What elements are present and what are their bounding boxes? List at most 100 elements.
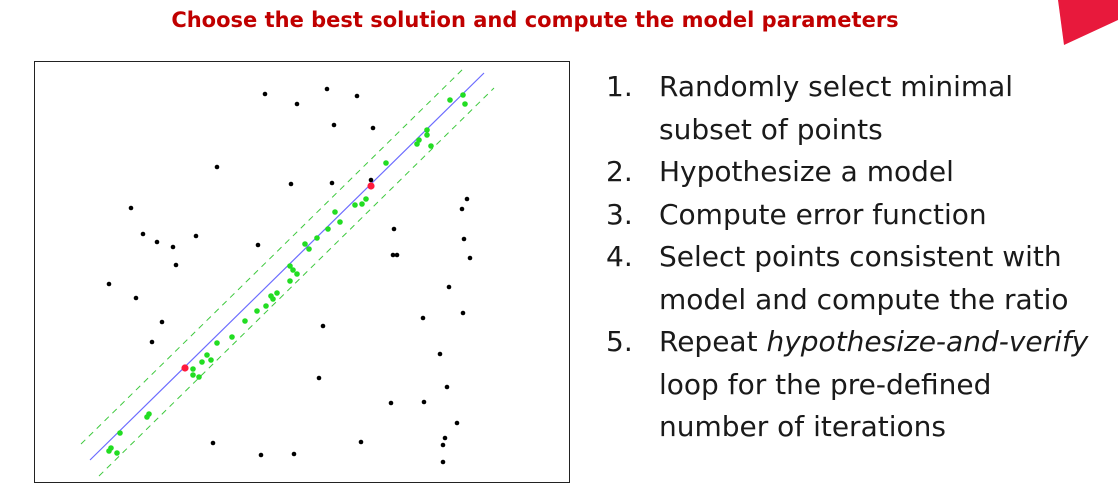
outlier-point: [420, 315, 426, 321]
inlier-point: [352, 202, 358, 208]
step-text: loop for the pre-defined: [659, 367, 992, 401]
step-text: Randomly select minimal: [659, 70, 1014, 103]
outlier-point: [128, 205, 134, 211]
outlier-point: [140, 231, 146, 237]
outlier-point: [154, 239, 160, 245]
step-4: 4. Select points consistent with model a…: [606, 236, 1111, 321]
outlier-point: [329, 180, 335, 186]
inlier-point: [214, 340, 220, 346]
outlier-point: [170, 244, 176, 250]
step-text-emphasis: hypothesize-and-verify: [766, 325, 1089, 358]
outlier-point: [159, 319, 165, 325]
outlier-point: [390, 252, 396, 258]
inlier-point: [302, 241, 308, 247]
step-number: 2.: [606, 155, 633, 188]
outlier-point: [258, 452, 264, 458]
inlier-point: [287, 278, 293, 284]
inlier-point: [314, 235, 320, 241]
step-number: 5.: [606, 325, 633, 358]
inlier-point: [144, 414, 150, 420]
step-text: Hypothesize a model: [659, 155, 954, 188]
step-text: Compute error function: [659, 197, 987, 231]
outlier-point: [464, 196, 470, 202]
outlier-point: [459, 206, 465, 212]
inlier-point: [263, 303, 269, 309]
inlier-point: [274, 290, 280, 296]
step-text: number of iterations: [659, 410, 946, 443]
step-number: 4.: [606, 240, 633, 273]
outlier-point: [288, 181, 294, 187]
outlier-point: [442, 435, 448, 441]
inlier-point: [462, 101, 468, 107]
outlier-point: [316, 375, 322, 381]
outlier-point: [370, 125, 376, 131]
inlier-point: [414, 141, 420, 147]
outlier-point: [444, 384, 450, 390]
step-text: Repeat hypothesize-and-verify: [659, 321, 1111, 364]
inlier-point: [337, 219, 343, 225]
inlier-point: [290, 267, 296, 273]
inlier-point: [190, 372, 196, 378]
inlier-point: [447, 97, 453, 103]
step-5: 5. Repeat hypothesize-and-verify loop fo…: [606, 321, 1111, 449]
step-text: model and compute the ratio: [659, 282, 1069, 316]
outlier-point: [173, 262, 179, 268]
outlier-point: [437, 351, 443, 357]
outlier-point: [358, 439, 364, 445]
outlier-point: [461, 236, 467, 242]
outlier-point: [320, 323, 326, 329]
inlier-point: [106, 448, 112, 454]
inlier-point: [268, 293, 274, 299]
ransac-figure: [34, 61, 570, 483]
step-number: 1.: [606, 70, 633, 103]
outlier-point: [294, 101, 300, 107]
step-text: Select points consistent with: [659, 240, 1062, 273]
outlier-point: [421, 399, 427, 405]
outlier-point: [255, 242, 261, 248]
outlier-point: [446, 284, 452, 290]
inlier-point: [204, 352, 210, 358]
step-number: 3.: [606, 197, 633, 231]
outlier-point: [210, 440, 216, 446]
sample-point: [181, 364, 189, 372]
inlier-point: [208, 357, 214, 363]
inlier-point: [199, 359, 205, 365]
inlier-point: [287, 263, 293, 269]
inlier-point: [114, 450, 120, 456]
inlier-point: [363, 196, 369, 202]
ransac-plot: [80, 66, 495, 477]
inlier-point: [359, 201, 365, 207]
outlier-point: [368, 177, 374, 183]
step-3: 3. Compute error function: [606, 194, 1111, 237]
step-text: subset of points: [659, 112, 883, 146]
outlier-point: [394, 252, 400, 258]
inlier-point: [196, 374, 202, 380]
corner-tab-decoration: [1058, 0, 1118, 45]
inlier-point: [306, 246, 312, 252]
outlier-point: [149, 339, 155, 345]
outlier-point: [467, 255, 473, 261]
inlier-point: [254, 308, 260, 314]
outlier-point: [193, 233, 199, 239]
outlier-point: [262, 91, 268, 97]
outlier-point: [331, 122, 337, 128]
inlier-point: [332, 209, 338, 215]
inlier-point: [424, 127, 430, 133]
outlier-point: [106, 281, 112, 287]
outlier-point: [388, 400, 394, 406]
inlier-point: [424, 132, 430, 138]
inlier-point: [325, 226, 331, 232]
outlier-point: [354, 93, 360, 99]
sample-point: [367, 182, 375, 190]
inlier-point: [242, 318, 248, 324]
steps-list: 1. Randomly select minimal subset of poi…: [606, 66, 1111, 449]
inlier-point: [190, 366, 196, 372]
outlier-point: [440, 442, 446, 448]
inlier-point: [117, 430, 123, 436]
step-2: 2. Hypothesize a model: [606, 151, 1111, 194]
outlier-point: [133, 295, 139, 301]
step-text-prefix: Repeat: [659, 325, 767, 358]
outlier-point: [454, 420, 460, 426]
outlier-point: [440, 459, 446, 465]
inlier-point: [460, 92, 466, 98]
